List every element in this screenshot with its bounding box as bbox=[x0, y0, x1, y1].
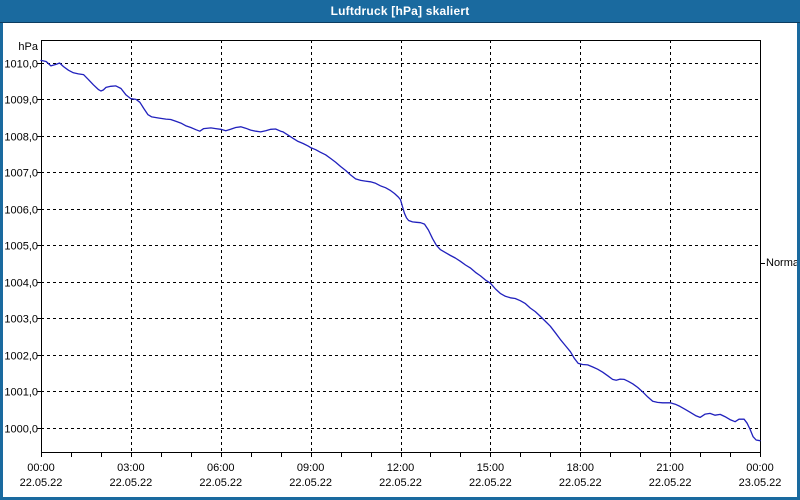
x-tick-time: 12:00 bbox=[387, 462, 415, 474]
y-tick-label: 1002,0 bbox=[4, 351, 38, 363]
x-tick-time: 06:00 bbox=[207, 462, 235, 474]
x-tick-time: 09:00 bbox=[297, 462, 325, 474]
y-tick-label: 1007,0 bbox=[4, 168, 38, 180]
y-tick-label: 1003,0 bbox=[4, 314, 38, 326]
x-tick-date: 22.05.22 bbox=[20, 477, 63, 489]
window-title: Luftdruck [hPa] skaliert bbox=[330, 4, 470, 18]
x-tick-date: 23.05.22 bbox=[739, 477, 782, 489]
x-tick-date: 22.05.22 bbox=[289, 477, 332, 489]
y-tick-label: 1004,0 bbox=[4, 278, 38, 290]
y-tick-label: 1000,0 bbox=[4, 424, 38, 436]
x-tick-time: 18:00 bbox=[566, 462, 594, 474]
window-border-left bbox=[0, 23, 3, 500]
x-tick-time: 03:00 bbox=[117, 462, 145, 474]
y-axis-unit-label: hPa bbox=[18, 41, 38, 53]
pressure-line bbox=[40, 59, 761, 442]
x-tick-time: 00:00 bbox=[27, 462, 55, 474]
y-tick-label: 1008,0 bbox=[4, 132, 38, 144]
y-tick-label: 1005,0 bbox=[4, 241, 38, 253]
y-tick-label: 1001,0 bbox=[4, 387, 38, 399]
window-border-right bbox=[797, 23, 800, 500]
x-tick-date: 22.05.22 bbox=[649, 477, 692, 489]
normal-annotation-label: Normal bbox=[766, 256, 800, 269]
x-tick-time: 15:00 bbox=[477, 462, 505, 474]
y-tick-label: 1009,0 bbox=[4, 95, 38, 107]
x-tick-date: 22.05.22 bbox=[109, 477, 152, 489]
window-titlebar[interactable]: Luftdruck [hPa] skaliert bbox=[0, 0, 800, 23]
x-tick-date: 22.05.22 bbox=[199, 477, 242, 489]
x-tick-date: 22.05.22 bbox=[469, 477, 512, 489]
window-border-bottom bbox=[0, 497, 800, 500]
plot-frame bbox=[41, 40, 761, 453]
x-tick-time: 21:00 bbox=[656, 462, 684, 474]
y-tick-label: 1006,0 bbox=[4, 205, 38, 217]
y-tick-label: 1010,0 bbox=[4, 59, 38, 71]
x-tick-time: 00:00 bbox=[746, 462, 774, 474]
x-tick-date: 22.05.22 bbox=[559, 477, 602, 489]
x-tick-date: 22.05.22 bbox=[379, 477, 422, 489]
